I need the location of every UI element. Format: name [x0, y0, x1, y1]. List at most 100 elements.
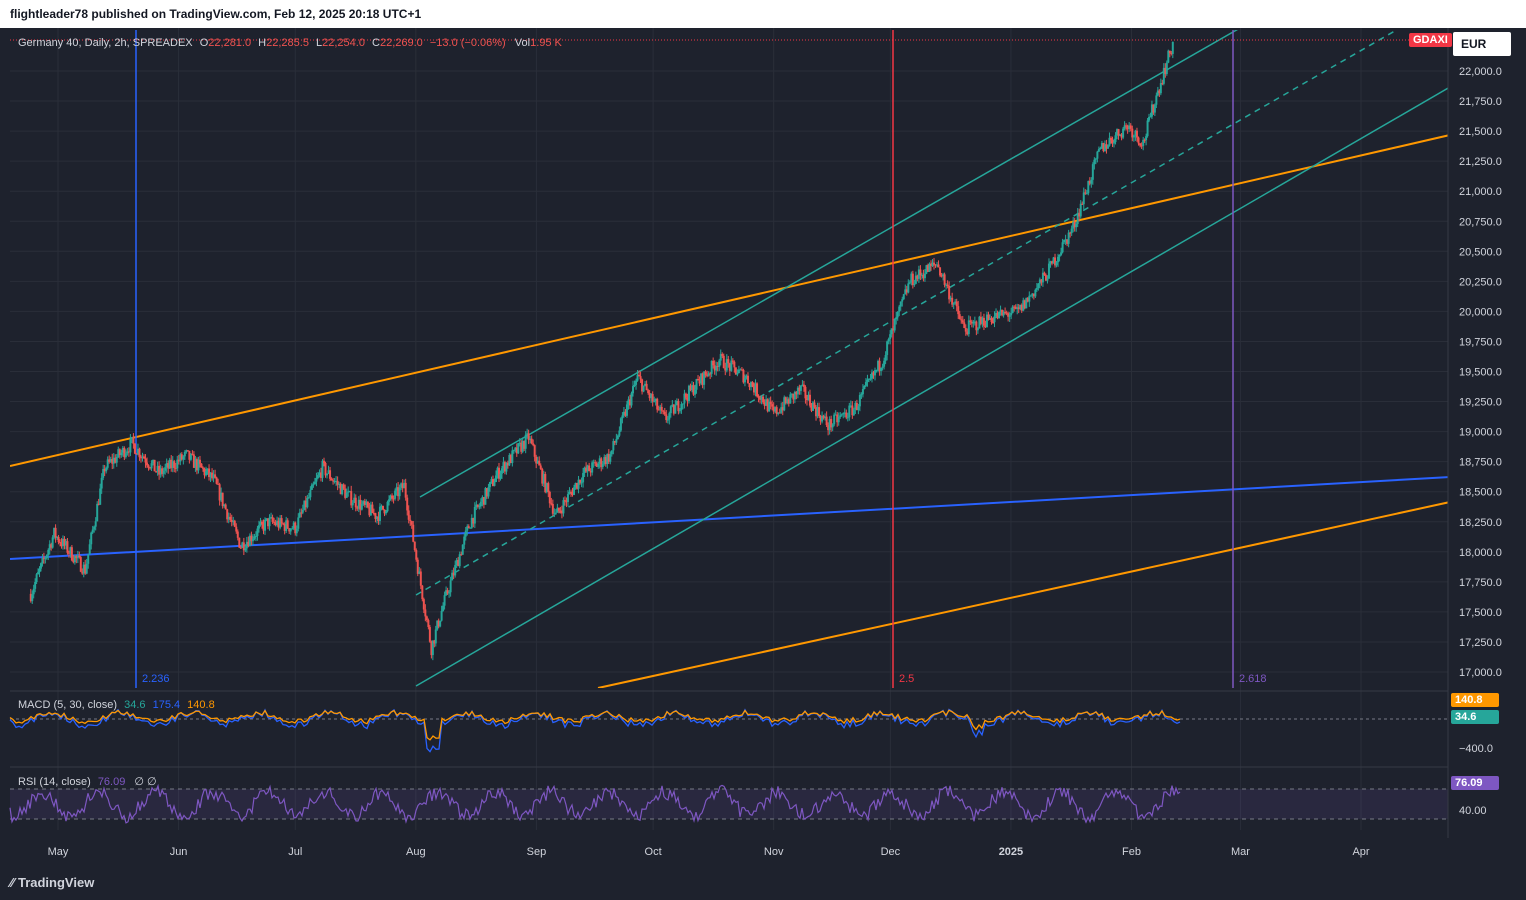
- candle-up: [1060, 252, 1063, 256]
- price-legend: Germany 40, Daily, 2h, SPREADEX O22,281.…: [18, 37, 562, 49]
- candle-up: [887, 338, 890, 342]
- candle-down: [827, 425, 830, 431]
- candle-down: [397, 487, 400, 497]
- candle-down: [54, 527, 57, 538]
- candle-up: [848, 405, 851, 418]
- candle-down: [143, 456, 146, 459]
- candle-down: [585, 467, 588, 472]
- candle-up: [545, 483, 548, 493]
- candle-down: [532, 443, 535, 446]
- candle-up: [846, 417, 849, 419]
- candle-down: [191, 453, 194, 455]
- candle-up: [1113, 142, 1116, 144]
- candle-down: [217, 483, 220, 485]
- currency-button[interactable]: EUR: [1453, 32, 1511, 56]
- candle-up: [881, 366, 884, 368]
- candle-down: [665, 414, 668, 420]
- candle-down: [226, 509, 229, 520]
- candle-up: [675, 401, 678, 406]
- candle-down: [1005, 312, 1008, 314]
- candle-down: [1129, 125, 1132, 129]
- candle-down: [662, 410, 665, 412]
- candle-down: [544, 474, 547, 493]
- candle-up: [867, 378, 870, 380]
- candle-up: [64, 541, 67, 546]
- candle-down: [319, 472, 322, 478]
- candle-down: [218, 484, 221, 501]
- candle-down: [280, 518, 283, 524]
- candle-down: [588, 465, 591, 471]
- candle-up: [227, 516, 230, 520]
- candle-up: [289, 528, 292, 532]
- candle-up: [659, 406, 662, 410]
- candle-up: [461, 544, 464, 555]
- candle-up: [831, 424, 834, 428]
- candle-down: [733, 361, 736, 368]
- candle-up: [580, 482, 583, 484]
- candle-down: [70, 547, 73, 561]
- candle-up: [499, 473, 502, 479]
- candle-down: [114, 457, 117, 463]
- chart-area[interactable]: 22,000.0 21,750.0 21,500.0 21,250.0 21,000.0…: [0, 28, 1526, 866]
- candle-up: [627, 399, 630, 405]
- candle-up: [265, 518, 268, 520]
- candle-up: [102, 468, 105, 478]
- candle-down: [784, 397, 787, 404]
- candle-down: [1102, 143, 1105, 152]
- candle-up: [635, 380, 638, 385]
- candle-up: [338, 483, 341, 485]
- candle-up: [816, 407, 819, 417]
- candle-up: [312, 484, 315, 486]
- candle-down: [42, 557, 45, 559]
- candle-down: [769, 401, 772, 405]
- candle-up: [270, 517, 273, 519]
- candle-down: [195, 459, 198, 471]
- candle-up: [824, 416, 827, 419]
- rsi-badge: 76.09: [1451, 776, 1499, 790]
- candle-up: [1148, 116, 1151, 121]
- candle-up: [106, 459, 109, 468]
- candle-down: [845, 412, 848, 418]
- candle-up: [100, 477, 103, 489]
- candle-up: [264, 519, 267, 531]
- candle-down: [235, 526, 238, 532]
- candle-down: [342, 484, 345, 489]
- candle-down: [1140, 145, 1143, 147]
- candle-up: [91, 529, 94, 533]
- candle-down: [491, 479, 494, 486]
- candle-up: [920, 274, 923, 276]
- candle-up: [754, 383, 757, 393]
- candle-up: [860, 394, 863, 396]
- candle-down: [819, 416, 822, 422]
- candle-up: [598, 458, 601, 464]
- candle-up: [869, 378, 872, 380]
- candle-down: [595, 463, 598, 467]
- candle-up: [348, 491, 351, 493]
- candle-down: [366, 501, 369, 508]
- candle-up: [389, 495, 392, 500]
- candle-down: [557, 507, 560, 511]
- y-tick-label: 17,750.0: [1459, 577, 1502, 589]
- candle-down: [937, 264, 940, 268]
- candle-down: [50, 544, 53, 548]
- candle-up: [553, 513, 556, 515]
- candle-up: [400, 483, 403, 488]
- candle-up: [395, 487, 398, 491]
- candle-down: [926, 265, 929, 272]
- orange-trendline-upper: [10, 134, 1448, 467]
- candle-up: [1108, 137, 1111, 146]
- candle-up: [995, 312, 998, 317]
- y-tick-label: 19,750.0: [1459, 336, 1502, 348]
- candle-down: [1054, 257, 1057, 266]
- candle-up: [53, 527, 56, 538]
- candle-down: [288, 528, 291, 532]
- candle-up: [112, 457, 115, 464]
- candle-down: [174, 467, 177, 469]
- candle-down: [1004, 311, 1007, 313]
- candle-down: [144, 458, 147, 463]
- candle-down: [177, 459, 180, 462]
- macd-signal-value: 140.8: [187, 699, 215, 711]
- candle-down: [294, 522, 297, 534]
- candle-up: [870, 372, 873, 379]
- candle-down: [638, 374, 641, 377]
